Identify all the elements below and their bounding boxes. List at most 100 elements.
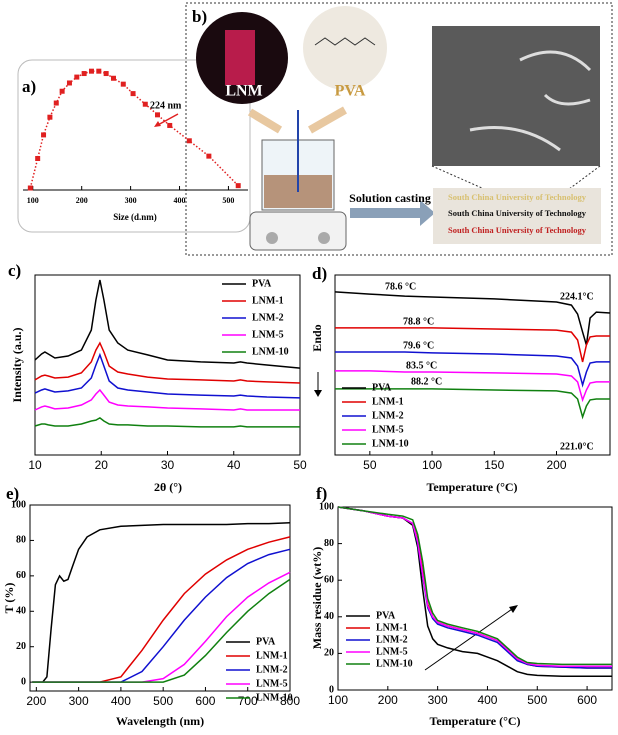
point <box>96 68 102 74</box>
x-tick-label: 400 <box>174 196 186 205</box>
series-line <box>337 506 612 666</box>
legend-label: PVA <box>256 636 276 647</box>
point <box>167 122 173 128</box>
inset-frame <box>17 59 251 233</box>
point <box>35 156 41 161</box>
legend-label: LNM-5 <box>256 678 288 689</box>
x-tick-label: 200 <box>26 694 46 708</box>
legend-label: LNM-2 <box>372 410 404 421</box>
point <box>88 68 94 74</box>
pva-label: PVA <box>335 83 366 100</box>
point <box>110 75 116 81</box>
legend-label: LNM-2 <box>376 634 408 645</box>
point <box>130 91 136 97</box>
point <box>47 114 53 120</box>
x-tick-label: 150 <box>484 458 504 472</box>
series-line <box>334 291 611 346</box>
x-axis-label: Size (d.nm) <box>113 212 157 222</box>
y-axis-label: Endo <box>310 324 324 351</box>
y-tick-label: 20 <box>324 648 334 659</box>
legend-label: LNM-2 <box>256 664 288 675</box>
x-tick-label: 300 <box>428 693 448 707</box>
series-line <box>335 388 610 420</box>
annotation: 88.2 °C <box>411 376 442 387</box>
legend-label: LNM-10 <box>252 346 289 357</box>
plot-frame <box>337 506 613 691</box>
point <box>41 132 47 138</box>
legend-label: LNM-10 <box>372 438 409 449</box>
pva-photo <box>303 6 387 90</box>
series-line <box>32 521 291 683</box>
annotation: 224.1°C <box>560 291 594 302</box>
x-tick-label: 50 <box>293 458 307 472</box>
x-tick-label: 20 <box>95 458 109 472</box>
legend-label: PVA <box>376 610 396 621</box>
x-tick-label: 200 <box>546 458 566 472</box>
x-tick-label: 500 <box>222 196 234 205</box>
series-line <box>34 388 300 411</box>
arrow-head <box>509 605 518 613</box>
series-line <box>34 352 301 399</box>
panel-label: b) <box>192 7 207 26</box>
legend-label: LNM-2 <box>252 312 284 323</box>
point <box>59 88 65 94</box>
annotation: 83.5 °C <box>406 360 437 371</box>
point <box>74 74 80 80</box>
sem-features <box>469 50 592 152</box>
panel-label: f) <box>316 484 327 503</box>
x-axis-label: Wavelength (nm) <box>116 714 204 728</box>
y-tick-label: 40 <box>16 606 26 617</box>
film <box>433 188 601 244</box>
x-tick-label: 600 <box>577 693 597 707</box>
flow-arrows <box>247 106 347 134</box>
x-axis-label: Temperature (°C) <box>429 714 520 728</box>
x-tick-label: 400 <box>111 694 131 708</box>
y-axis-label: T (%) <box>2 583 16 614</box>
x-tick-label: 400 <box>477 693 497 707</box>
knob <box>318 232 330 244</box>
y-axis-label: Mass residue (wt%) <box>310 547 324 649</box>
arrow-head <box>154 121 161 127</box>
x-tick-label: 50 <box>363 458 377 472</box>
legend-label: LNM-10 <box>376 658 413 669</box>
series-line <box>34 279 301 369</box>
y-tick-label: 40 <box>324 611 334 622</box>
panel-label: a) <box>22 77 36 96</box>
process-arrow <box>350 200 435 226</box>
legend-label: LNM-5 <box>252 329 284 340</box>
point <box>155 112 161 118</box>
legend-label: LNM-1 <box>252 295 284 306</box>
panel-label: e) <box>6 484 19 503</box>
x-tick-label: 500 <box>527 693 547 707</box>
series-line <box>34 341 301 384</box>
annotation: 224 nm <box>150 100 182 111</box>
point <box>103 71 109 77</box>
arrow-head <box>314 390 322 397</box>
y-tick-label: 60 <box>16 570 26 581</box>
x-tick-label: 10 <box>28 458 42 472</box>
lnm-label: LNM <box>225 83 262 100</box>
y-tick-label: 20 <box>16 641 26 652</box>
lnm-vial <box>225 30 255 85</box>
x-tick-label: 100 <box>422 458 442 472</box>
legend-label: LNM-5 <box>372 424 404 435</box>
pva-structure <box>314 37 376 46</box>
point <box>53 100 59 106</box>
x-tick-label: 300 <box>69 694 89 708</box>
annotation: 78.8 °C <box>403 316 434 327</box>
x-axis-label: Temperature (°C) <box>426 480 517 494</box>
y-tick-label: 100 <box>319 501 334 512</box>
y-tick-label: 80 <box>16 535 26 546</box>
knob <box>266 232 278 244</box>
x-tick-label: 30 <box>161 458 175 472</box>
y-tick-label: 0 <box>21 676 26 687</box>
x-tick-label: 40 <box>227 458 241 472</box>
x-tick-label: 700 <box>238 694 258 708</box>
series-line <box>34 417 300 428</box>
legend-label: LNM-1 <box>256 650 288 661</box>
x-tick-label: 800 <box>280 694 300 708</box>
panel-label: c) <box>8 261 21 280</box>
point <box>186 138 192 144</box>
series-line <box>335 370 610 403</box>
